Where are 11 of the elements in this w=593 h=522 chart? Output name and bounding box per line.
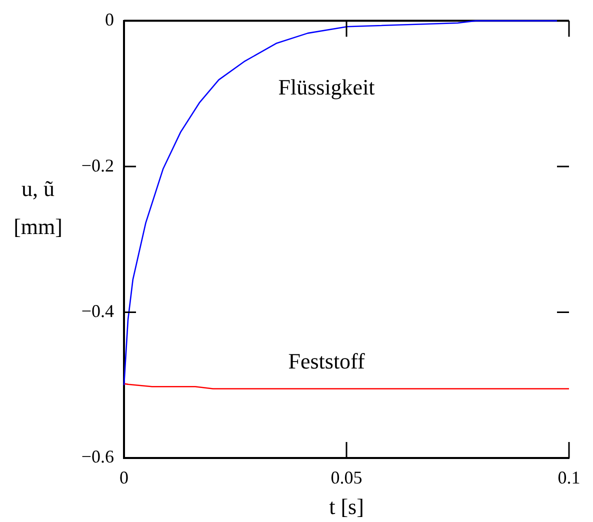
x-tick-label: 0.1 [558,468,580,488]
x-axis-title: t [s] [329,494,364,519]
series-label: Feststoff [288,348,366,374]
y-tick-label: −0.2 [81,155,114,176]
y-tick-label: 0 [105,10,114,30]
x-tick-label: 0 [120,468,128,488]
y-tick-label: −0.4 [81,301,114,321]
x-tick-label: 0.05 [330,468,362,488]
series-label: Flüssigkeit [278,74,375,100]
y-tick-label: −0.6 [81,446,114,467]
y-axis-title: u, ũ [mm] [14,176,62,240]
